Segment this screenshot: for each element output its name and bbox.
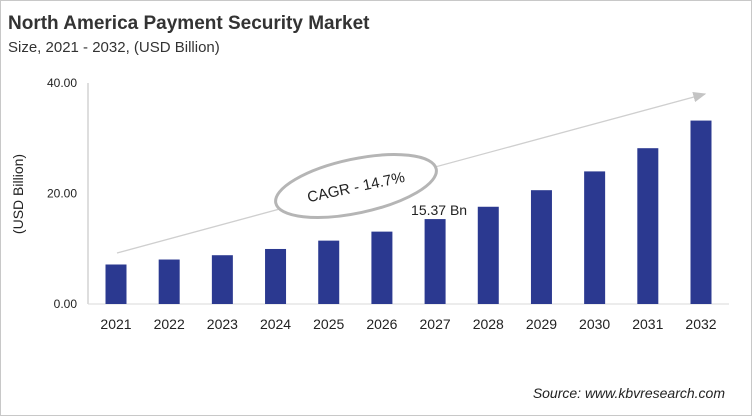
source-note: Source: www.kbvresearch.com xyxy=(532,385,725,401)
y-tick-label: 40.00 xyxy=(47,76,77,90)
x-tick-label: 2021 xyxy=(100,316,131,332)
x-tick-label: 2024 xyxy=(260,316,291,332)
bar-2025 xyxy=(318,240,340,304)
bar-2032 xyxy=(690,120,712,304)
x-tick-label: 2023 xyxy=(207,316,238,332)
bar-2021 xyxy=(105,264,127,304)
x-tick-label: 2030 xyxy=(579,316,610,332)
chart-subtitle: Size, 2021 - 2032, (USD Billion) xyxy=(8,39,220,56)
bar-2024 xyxy=(265,248,287,304)
x-tick-label: 2032 xyxy=(685,316,716,332)
bar-2029 xyxy=(530,190,552,304)
x-tick-label: 2029 xyxy=(526,316,557,332)
y-tick-label: 0.00 xyxy=(54,297,78,311)
x-tick-label: 2028 xyxy=(473,316,504,332)
bar-2030 xyxy=(584,171,606,304)
x-tick-label: 2031 xyxy=(632,316,663,332)
data-label-2027: 15.37 Bn xyxy=(411,202,467,218)
bar-2028 xyxy=(477,206,499,304)
x-tick-label: 2025 xyxy=(313,316,344,332)
cagr-ellipse xyxy=(274,153,438,219)
bar-2031 xyxy=(637,148,659,304)
bar-2027 xyxy=(424,219,446,304)
chart-title: North America Payment Security Market xyxy=(8,13,370,34)
y-axis-label: (USD Billion) xyxy=(10,154,26,234)
x-tick-label: 2027 xyxy=(420,316,451,332)
x-tick-label: 2022 xyxy=(154,316,185,332)
y-tick-label: 20.00 xyxy=(47,187,77,201)
bar-2022 xyxy=(158,259,180,304)
bar-2026 xyxy=(371,231,393,304)
x-tick-label: 2026 xyxy=(366,316,397,332)
bar-2023 xyxy=(211,255,233,304)
